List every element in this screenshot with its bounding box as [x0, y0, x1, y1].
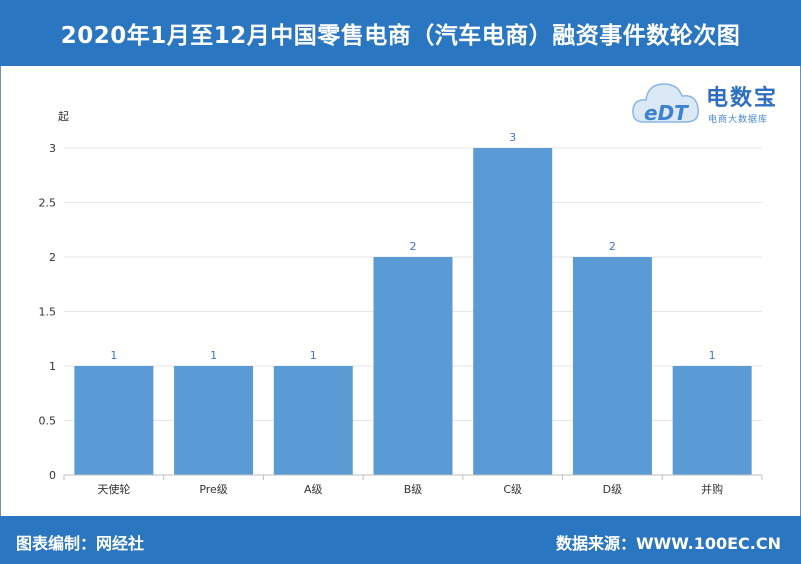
x-tick-label: A级 [304, 483, 323, 496]
data-label: 1 [210, 349, 217, 362]
data-labels: 1 1 1 2 3 2 1 [110, 131, 715, 362]
bar [672, 366, 752, 475]
y-tick-label: 2.5 [39, 197, 57, 210]
x-tick-label: Pre级 [199, 483, 228, 496]
bar [273, 366, 353, 475]
footer-bar: 图表编制：网经社 数据来源：WWW.100EC.CN [0, 516, 801, 564]
data-label: 2 [410, 240, 417, 253]
x-tick-label: 天使轮 [97, 482, 130, 496]
chart-title: 2020年1月至12月中国零售电商（汽车电商）融资事件数轮次图 [60, 23, 741, 49]
bar [572, 257, 652, 475]
logo-brand: 电数宝 [706, 86, 779, 111]
header-bar: 2020年1月至12月中国零售电商（汽车电商）融资事件数轮次图 [0, 0, 801, 66]
x-axis-ticks: 天使轮 Pre级 A级 B级 C级 D级 并购 [63, 475, 763, 496]
x-tick-label: B级 [404, 483, 423, 496]
y-tick-label: 0 [49, 469, 56, 482]
logo-mark: eDT [644, 101, 689, 125]
y-axis-ticks: 0 0.5 1 1.5 2 2.5 3 [39, 142, 57, 482]
data-label: 3 [509, 131, 516, 144]
bar [74, 366, 154, 475]
logo-subtitle: 电商大数据库 [708, 115, 769, 125]
bars [74, 148, 752, 475]
x-tick-label: D级 [603, 483, 622, 496]
data-label: 1 [110, 349, 117, 362]
bar-chart: 0 0.5 1 1.5 2 2.5 3 1 1 1 2 3 2 1 天使轮 Pre级 A级 B级 C级 D级 并购 [39, 131, 763, 496]
data-label: 2 [609, 240, 616, 253]
y-tick-label: 0.5 [39, 415, 57, 428]
data-label: 1 [709, 349, 716, 362]
y-tick-label: 3 [49, 142, 56, 155]
x-tick-label: C级 [503, 483, 522, 496]
data-label: 1 [310, 349, 317, 362]
y-tick-label: 1 [49, 360, 56, 373]
y-tick-label: 2 [49, 251, 56, 264]
y-tick-label: 1.5 [39, 306, 57, 319]
footer-credit: 图表编制：网经社 [16, 534, 145, 553]
logo: eDT 电数宝 电商大数据库 [630, 72, 790, 136]
bar [473, 148, 553, 475]
cloud-logo-icon: eDT [632, 83, 699, 125]
x-tick-label: 并购 [701, 482, 723, 496]
bar [373, 257, 453, 475]
bar [174, 366, 254, 475]
y-axis-unit: 起 [58, 110, 69, 123]
footer-source: 数据来源：WWW.100EC.CN [555, 534, 781, 553]
